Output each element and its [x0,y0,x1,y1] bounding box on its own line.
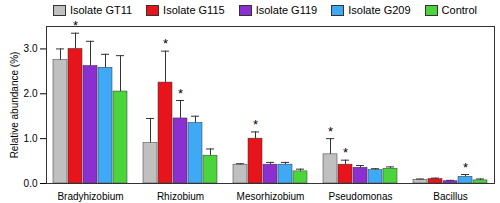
svg-text:0.0: 0.0 [24,178,38,189]
svg-text:*: * [463,160,468,175]
svg-text:1.0: 1.0 [24,133,38,144]
svg-text:2.0: 2.0 [24,88,38,99]
html-text:Isolate GT11: Isolate GT11 [69,4,133,16]
html-text:Isolate G209: Isolate G209 [348,4,411,16]
html-text:Isolate G115: Isolate G115 [163,4,225,16]
svg-text:Mesorhizobium: Mesorhizobium [237,191,305,202]
svg-text:Pseudomonas: Pseudomonas [329,191,393,202]
svg-text:*: * [163,36,168,51]
svg-text:*: * [328,124,333,139]
svg-text:Bradyhizobium: Bradyhizobium [57,191,123,202]
svg-text:Bacillus: Bacillus [433,191,467,202]
svg-text:*: * [178,86,183,101]
svg-text:*: * [253,117,258,132]
svg-text:Relative abundance (%): Relative abundance (%) [9,52,20,159]
html-text:Isolate G119: Isolate G119 [255,4,318,16]
html-text:Control: Control [441,4,478,16]
svg-text:3.0: 3.0 [24,43,38,54]
svg-text:Rhizobium: Rhizobium [157,191,204,202]
svg-text:*: * [343,145,348,160]
